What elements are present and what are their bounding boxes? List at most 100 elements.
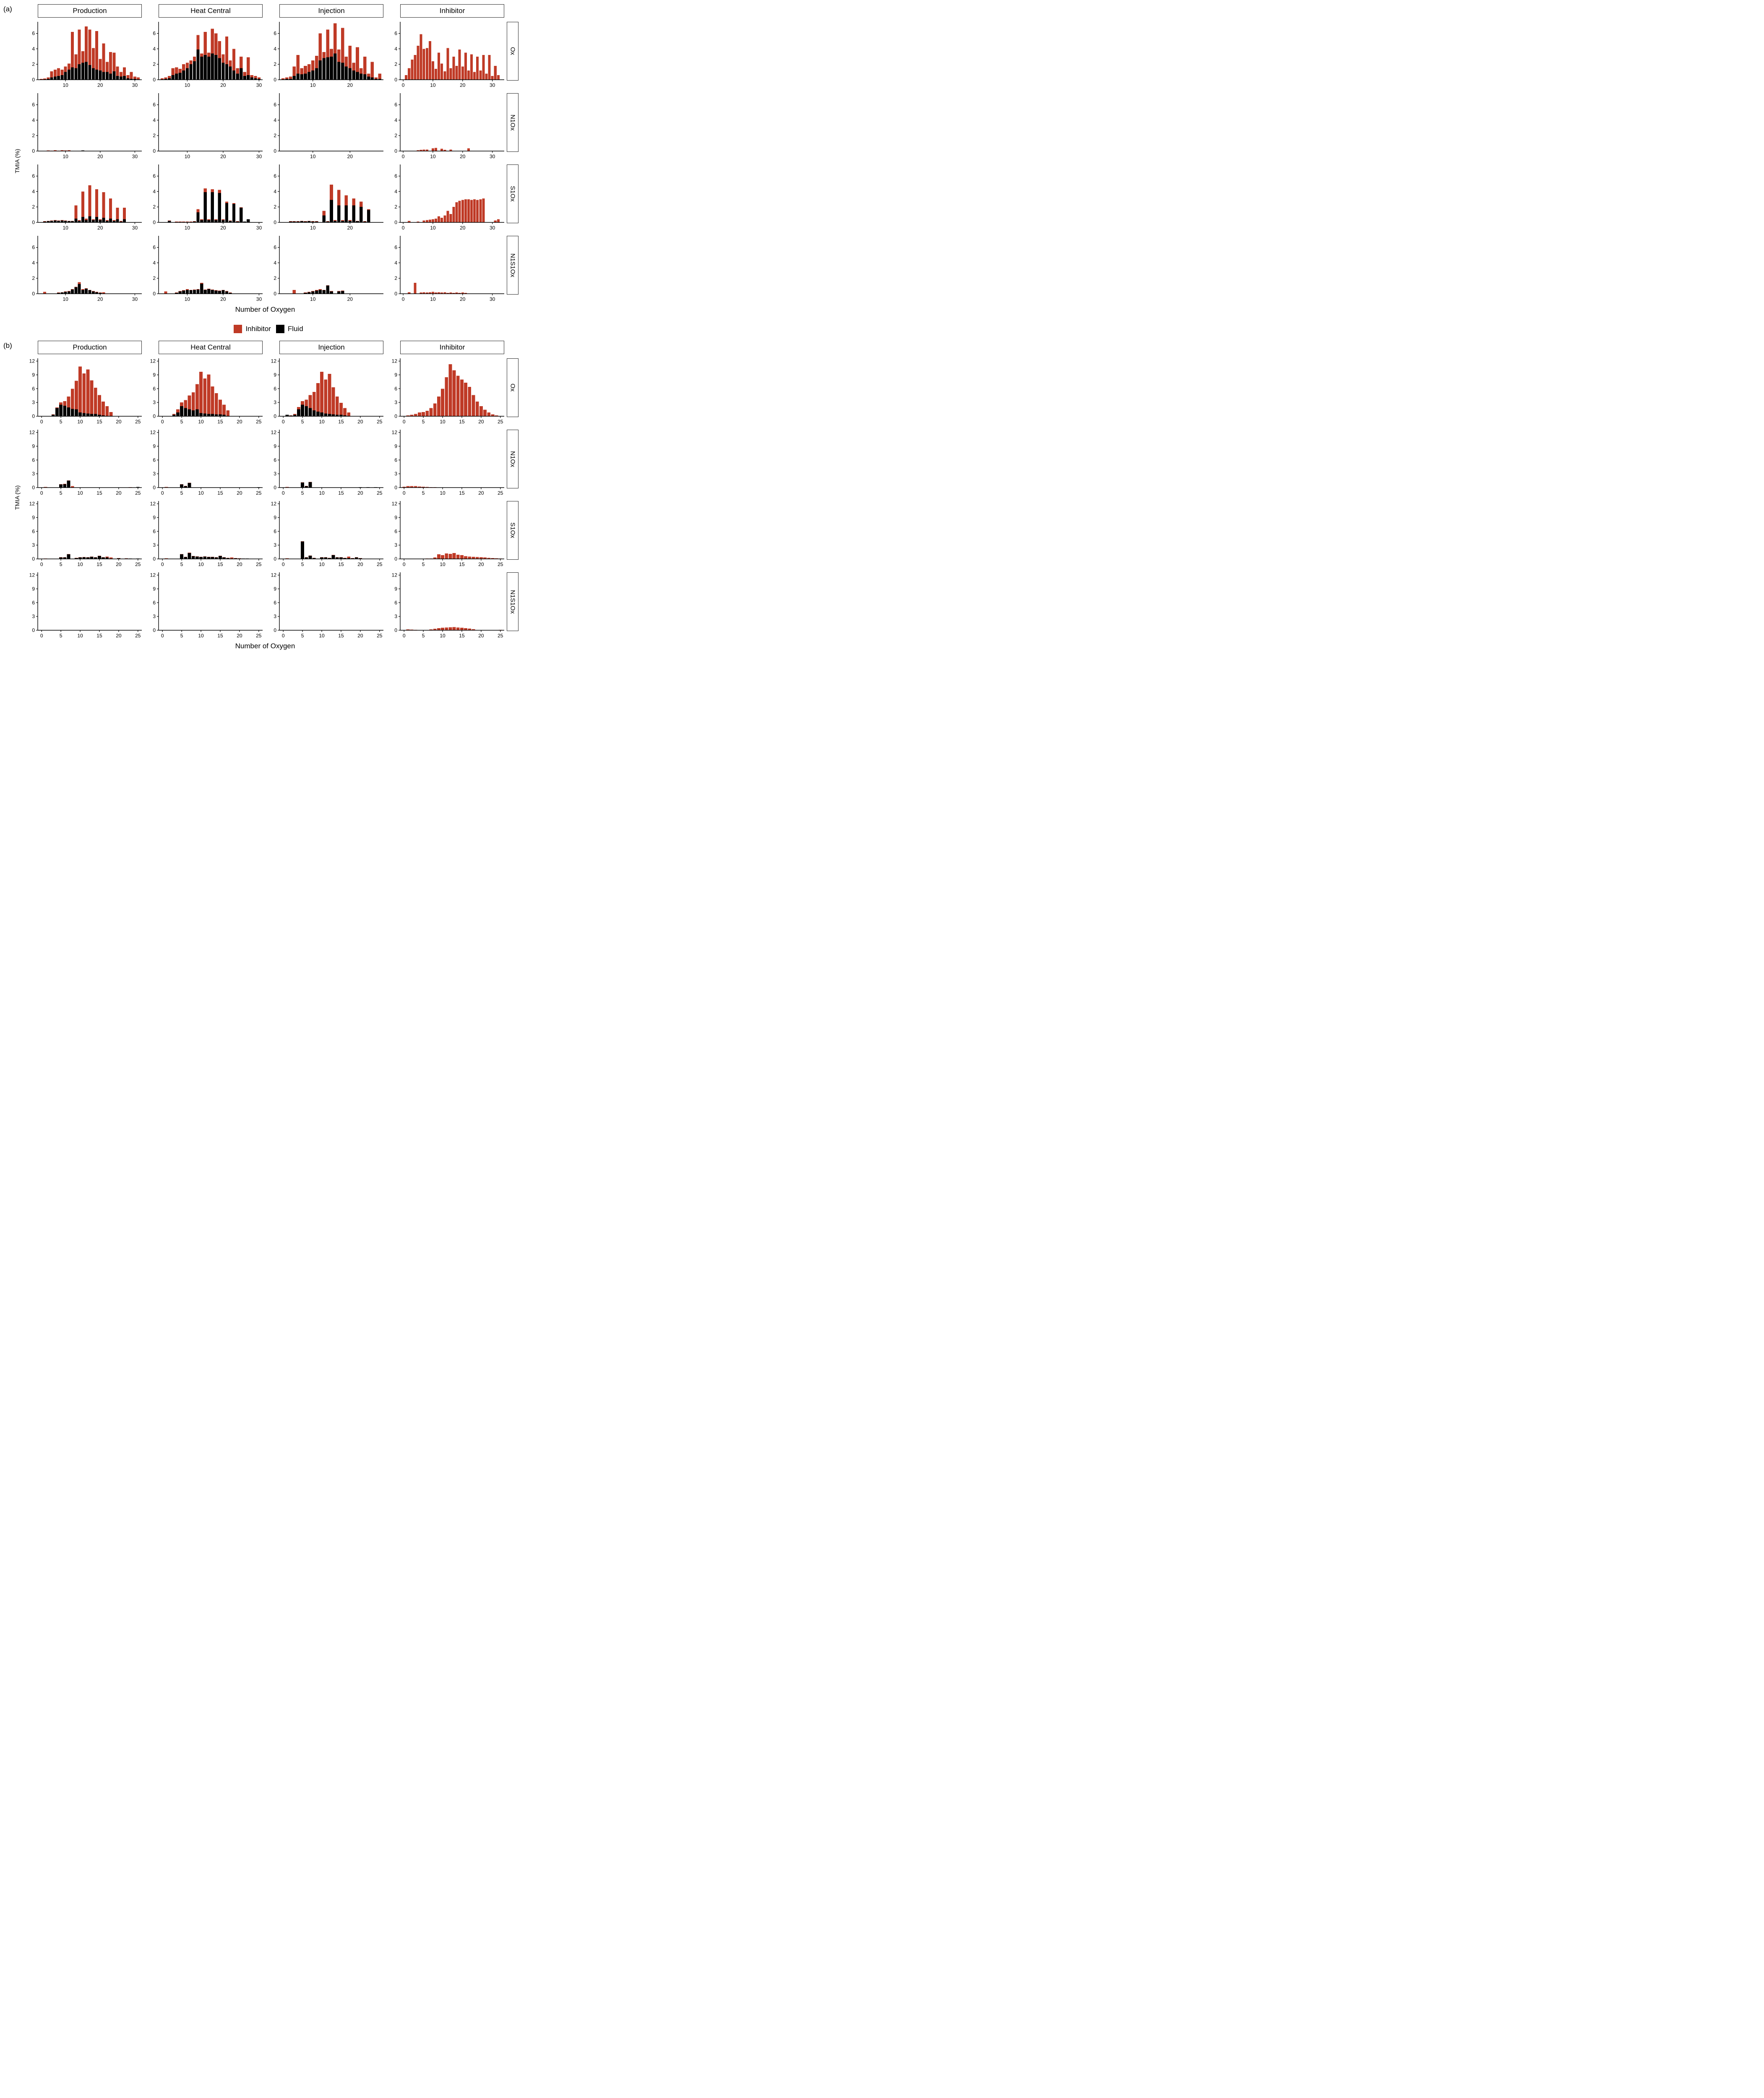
bar-inhibitor: [414, 55, 417, 80]
bar-fluid: [360, 73, 363, 80]
y-tick-label: 3: [32, 613, 35, 619]
bar-fluid: [203, 55, 207, 80]
bar-fluid: [116, 76, 119, 80]
bar-inhibitor: [495, 558, 498, 559]
y-tick-label: 6: [274, 600, 276, 605]
bar-fluid: [63, 405, 67, 416]
x-tick-label: 10: [430, 296, 436, 302]
bar-fluid: [57, 293, 60, 294]
bar-fluid: [102, 415, 105, 416]
bar-fluid: [354, 557, 358, 559]
y-tick-label: 9: [394, 372, 397, 378]
bar-fluid: [341, 63, 344, 80]
bar-fluid: [200, 220, 203, 222]
bar-fluid: [78, 64, 81, 80]
bar-fluid: [57, 76, 60, 80]
y-tick-label: 9: [32, 443, 35, 449]
bar-inhibitor: [47, 77, 50, 79]
y-tick-label: 9: [32, 514, 35, 520]
bar-inhibitor: [133, 76, 136, 79]
bar-fluid: [182, 70, 185, 80]
bar-fluid: [229, 221, 232, 222]
x-tick-label: 5: [422, 419, 425, 425]
x-tick-label: 5: [180, 633, 183, 639]
bar-inhibitor: [482, 55, 485, 80]
bar-fluid: [200, 56, 203, 80]
bar-inhibitor: [211, 386, 214, 414]
bar-inhibitor: [168, 220, 171, 221]
x-tick-label: 0: [403, 633, 406, 639]
y-tick-label: 0: [153, 77, 156, 83]
bar-fluid: [289, 79, 292, 80]
bar-inhibitor: [126, 75, 130, 78]
facet-row-header-ox: Ox: [507, 22, 519, 81]
x-tick-label: 10: [319, 419, 325, 425]
bar-inhibitor: [64, 291, 67, 292]
bar-inhibitor: [374, 77, 378, 79]
bar-fluid: [74, 68, 78, 80]
bar-inhibitor: [285, 487, 289, 488]
bar-inhibitor: [250, 75, 253, 78]
bar-inhibitor: [232, 49, 236, 70]
bar-inhibitor: [71, 31, 74, 68]
bar-fluid: [70, 409, 74, 416]
x-tick-label: 15: [338, 561, 344, 567]
facet-chart-S1Ox-Heat-Central: 0 3 6 9 12 0 5 10 15 20 25: [150, 501, 263, 567]
facet-chart-Ox-Injection: 0 2 4 6 10 20: [274, 22, 383, 88]
x-tick-label: 10: [430, 154, 436, 159]
y-tick-label: 12: [150, 358, 156, 364]
bar-fluid: [312, 410, 316, 416]
y-tick-label: 6: [153, 600, 156, 605]
y-tick-label: 4: [394, 260, 397, 266]
bar-fluid: [196, 289, 200, 294]
bar-fluid: [203, 192, 207, 222]
bar-inhibitor: [475, 401, 479, 416]
bar-inhibitor: [254, 76, 257, 78]
x-tick-label: 0: [282, 419, 285, 425]
bar-inhibitor: [408, 292, 411, 294]
y-tick-label: 6: [32, 173, 35, 179]
bar-inhibitor: [343, 408, 347, 415]
bar-inhibitor: [452, 370, 456, 416]
x-tick-label: 5: [180, 561, 183, 567]
bar-inhibitor: [328, 374, 331, 414]
bar-fluid: [331, 555, 335, 559]
bar-inhibitor: [344, 195, 348, 206]
bar-inhibitor: [74, 381, 78, 410]
y-tick-label: 0: [32, 485, 35, 491]
x-tick-label: 20: [347, 82, 353, 88]
bar-inhibitor: [78, 29, 81, 65]
bar-inhibitor: [461, 200, 464, 222]
bar-fluid: [311, 70, 315, 80]
bar-inhibitor: [105, 62, 109, 72]
bar-inhibitor: [322, 52, 326, 58]
bar-inhibitor: [305, 557, 308, 558]
bar-fluid: [59, 557, 63, 559]
bar-fluid: [352, 205, 355, 222]
bar-fluid: [214, 557, 218, 559]
bar-inhibitor: [425, 48, 428, 80]
bar-inhibitor: [123, 208, 126, 219]
bar-inhibitor: [449, 68, 452, 80]
bar-inhibitor: [467, 148, 470, 151]
bar-inhibitor: [422, 292, 425, 294]
y-tick-label: 0: [153, 627, 156, 633]
x-tick-label: 5: [301, 561, 304, 567]
y-tick-label: 6: [394, 457, 397, 463]
x-tick-label: 0: [282, 561, 285, 567]
bar-fluid: [67, 221, 70, 222]
bar-fluid: [203, 290, 207, 294]
bar-fluid: [64, 292, 67, 294]
y-tick-label: 4: [394, 117, 397, 123]
facet-chart-N1Ox-Production: 0 2 4 6 10 20 30: [32, 93, 142, 159]
y-tick-label: 6: [394, 245, 397, 251]
bar-inhibitor: [425, 149, 428, 151]
bar-fluid: [99, 220, 102, 222]
x-tick-label: 10: [63, 296, 68, 302]
x-tick-label: 20: [478, 633, 484, 639]
facet-column-header-production: Production: [38, 4, 142, 18]
y-tick-label: 6: [32, 102, 35, 108]
bar-inhibitor: [406, 415, 410, 416]
facet-chart-S1Ox-Heat-Central: 0 2 4 6 10 20 30: [153, 164, 263, 231]
facet-chart-N1Ox-Inhibitor: 0 2 4 6 0 10 20 30: [394, 93, 504, 159]
